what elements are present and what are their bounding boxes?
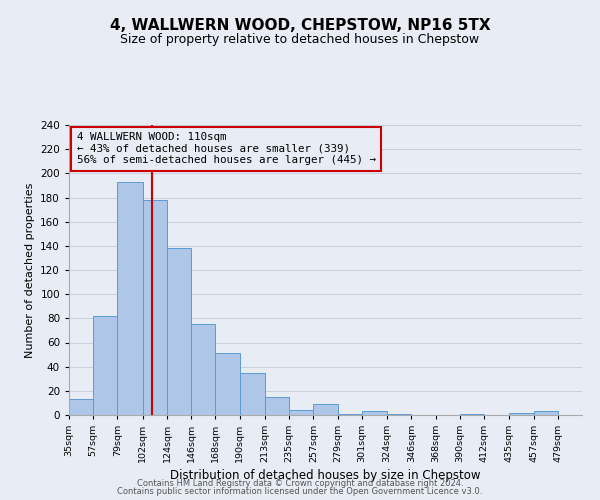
Bar [265,397,289,415]
X-axis label: Distribution of detached houses by size in Chepstow: Distribution of detached houses by size … [170,470,481,482]
Bar [69,400,93,415]
Bar [387,414,412,415]
Bar [118,182,143,415]
Bar [533,412,558,415]
Bar [143,200,167,415]
Bar [215,354,239,415]
Bar [191,324,215,415]
Bar [509,412,533,415]
Bar [362,412,387,415]
Text: Size of property relative to detached houses in Chepstow: Size of property relative to detached ho… [121,32,479,46]
Bar [239,372,265,415]
Bar [460,414,484,415]
Text: Contains HM Land Registry data © Crown copyright and database right 2024.: Contains HM Land Registry data © Crown c… [137,478,463,488]
Bar [289,410,313,415]
Text: Contains public sector information licensed under the Open Government Licence v3: Contains public sector information licen… [118,487,482,496]
Text: 4 WALLWERN WOOD: 110sqm
← 43% of detached houses are smaller (339)
56% of semi-d: 4 WALLWERN WOOD: 110sqm ← 43% of detache… [77,132,376,166]
Bar [313,404,338,415]
Bar [338,414,362,415]
Text: 4, WALLWERN WOOD, CHEPSTOW, NP16 5TX: 4, WALLWERN WOOD, CHEPSTOW, NP16 5TX [110,18,490,32]
Bar [167,248,191,415]
Bar [93,316,118,415]
Y-axis label: Number of detached properties: Number of detached properties [25,182,35,358]
